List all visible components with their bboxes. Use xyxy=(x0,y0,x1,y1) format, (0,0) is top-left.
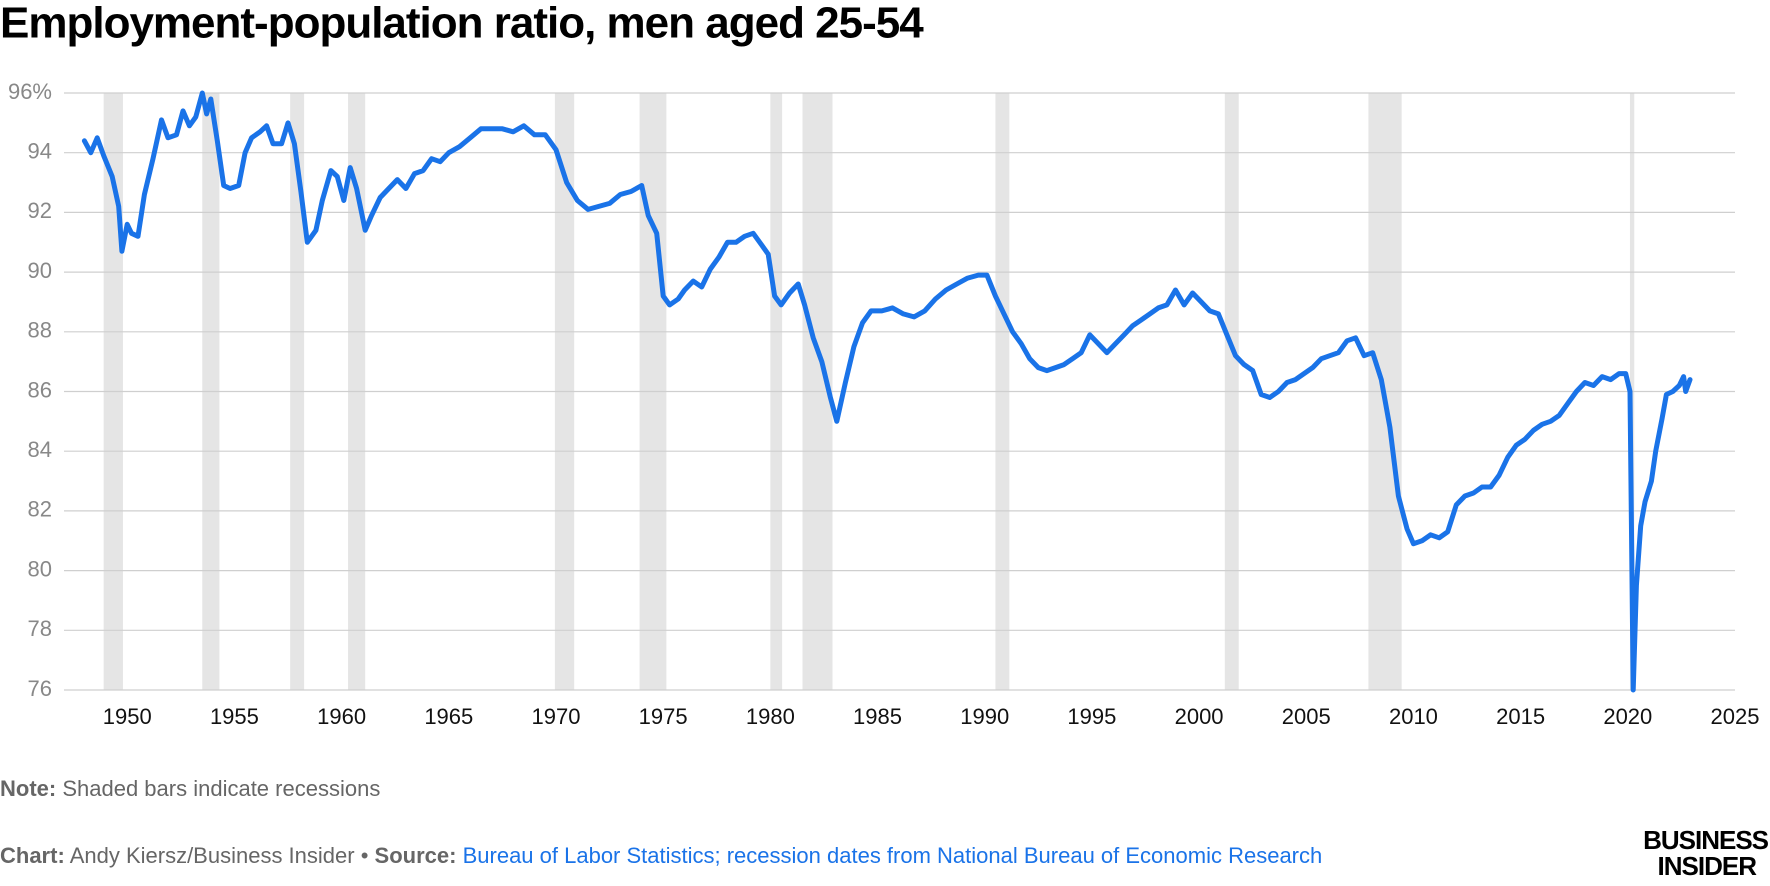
y-tick-label: 80 xyxy=(28,556,52,581)
note: Note: Shaded bars indicate recessions xyxy=(0,776,380,801)
x-tick-label: 1980 xyxy=(746,704,795,729)
x-tick-label: 2025 xyxy=(1711,704,1760,729)
x-tick-label: 1960 xyxy=(317,704,366,729)
separator: • xyxy=(361,843,369,868)
logo-line: BUSINESS xyxy=(1643,825,1769,855)
y-tick-label: 84 xyxy=(28,437,52,462)
credit: Chart: Andy Kiersz/Business Insider • So… xyxy=(0,843,1322,868)
y-tick-label: 78 xyxy=(28,616,52,641)
x-tick-label: 1975 xyxy=(639,704,688,729)
y-tick-label: 94 xyxy=(28,139,52,164)
x-tick-label: 1970 xyxy=(531,704,580,729)
chart-credit: Andy Kiersz/Business Insider xyxy=(70,843,355,868)
y-tick-label: 76 xyxy=(28,676,52,701)
x-tick-label: 1995 xyxy=(1067,704,1116,729)
chart-label: Chart: xyxy=(0,843,65,868)
note-label: Note: xyxy=(0,776,56,801)
x-tick-label: 1955 xyxy=(210,704,259,729)
x-tick-label: 1950 xyxy=(103,704,152,729)
y-tick-label: 92 xyxy=(28,198,52,223)
x-tick-label: 1985 xyxy=(853,704,902,729)
x-tick-label: 1965 xyxy=(424,704,473,729)
x-tick-label: 2010 xyxy=(1389,704,1438,729)
chart-title: Employment-population ratio, men aged 25… xyxy=(0,0,924,48)
source-text: Bureau of Labor Statistics; recession da… xyxy=(463,843,1323,868)
x-tick-label: 2020 xyxy=(1603,704,1652,729)
x-tick-label: 2005 xyxy=(1282,704,1331,729)
y-tick-label: 88 xyxy=(28,318,52,343)
y-tick-label: 86 xyxy=(28,377,52,402)
x-tick-label: 2000 xyxy=(1175,704,1224,729)
data-line xyxy=(81,90,1693,693)
source-label: Source: xyxy=(375,843,457,868)
note-text: Shaded bars indicate recessions xyxy=(62,776,380,801)
logo-line: INSIDER xyxy=(1658,851,1758,881)
y-tick-label: 90 xyxy=(28,258,52,283)
y-tick-label: 82 xyxy=(28,497,52,522)
x-tick-label: 2015 xyxy=(1496,704,1545,729)
y-tick-label: 96% xyxy=(8,79,52,104)
x-tick-label: 1990 xyxy=(960,704,1009,729)
